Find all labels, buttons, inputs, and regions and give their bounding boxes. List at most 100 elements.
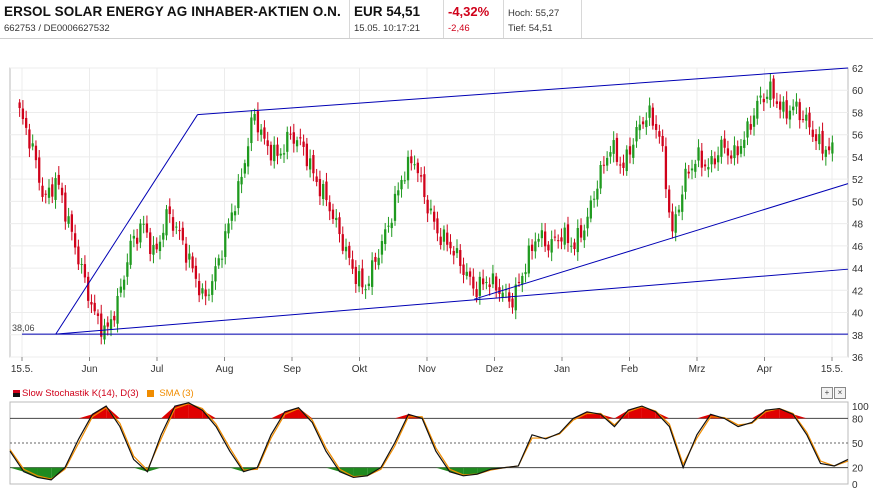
candle-body	[211, 281, 214, 295]
candle-body	[31, 143, 34, 147]
y-tick-label: 56	[852, 131, 864, 142]
candle-body	[462, 264, 465, 275]
candle-body	[736, 146, 739, 156]
candle-body	[344, 246, 348, 252]
x-tick-label: Jun	[81, 364, 97, 375]
candle-body	[677, 209, 681, 213]
candle-body	[537, 238, 540, 242]
candle-body	[481, 278, 485, 285]
candle-body	[126, 262, 129, 277]
oversold-area	[243, 467, 258, 472]
oversold-area	[10, 467, 24, 472]
candle-body	[109, 319, 113, 330]
candle-body	[821, 130, 824, 154]
candle-body	[592, 198, 596, 200]
candle-body	[413, 164, 416, 166]
stoch-y-tick-label: 80	[852, 414, 864, 425]
candle-body	[338, 217, 341, 235]
candle-body	[436, 218, 439, 234]
candle-body	[452, 250, 455, 256]
candle-body	[162, 232, 165, 240]
candle-body	[60, 187, 64, 196]
candle-body	[171, 217, 175, 231]
candle-body	[90, 302, 93, 305]
candle-body	[87, 276, 90, 301]
candle-body	[204, 289, 207, 297]
stock-name: ERSOL SOLAR ENERGY AG INHABER-AKTIEN O.N…	[4, 4, 341, 19]
candle-body	[579, 225, 583, 238]
candle-body	[511, 298, 514, 308]
candle-body	[808, 112, 811, 128]
candle-body	[681, 194, 684, 212]
price-chart[interactable]: 36 38 40 42 44 46 48 50 52 54 56 58 60 62 15.5. Jun Jul A…	[0, 38, 873, 378]
y-tick-label: 50	[852, 197, 864, 208]
candle-body	[178, 229, 181, 232]
high-low-info: Hoch: 55,27 Tief: 54,51	[504, 0, 582, 38]
change-absolute: -2,46	[448, 23, 470, 34]
candle-body	[557, 240, 560, 242]
candle-body	[34, 145, 38, 161]
candle-body	[224, 231, 227, 257]
sma-legend-label: SMA (3)	[159, 388, 194, 399]
overbought-area	[394, 414, 409, 419]
candle-body	[295, 140, 299, 147]
candle-body	[743, 139, 746, 148]
x-tick-label: Mrz	[689, 364, 706, 375]
candle-body	[599, 165, 602, 189]
candle-body	[139, 223, 142, 243]
candle-body	[64, 192, 67, 222]
y-tick-label: 42	[852, 286, 864, 297]
candle-body	[122, 279, 126, 290]
candle-body	[547, 244, 550, 251]
candle-body	[233, 211, 237, 216]
candle-body	[674, 214, 677, 233]
x-tick-label: Jan	[554, 364, 570, 375]
x-tick-label: Apr	[757, 364, 773, 375]
candle-body	[687, 171, 690, 174]
candle-body	[759, 95, 762, 98]
candle-body	[707, 167, 710, 170]
expand-icon[interactable]: +	[821, 387, 833, 399]
y-tick-label: 38	[852, 331, 864, 342]
candle-body	[658, 131, 661, 137]
candle-body	[622, 162, 625, 168]
candle-body	[831, 142, 834, 154]
sma-swatch	[147, 389, 155, 397]
overbought-area	[188, 402, 203, 419]
candle-body	[723, 138, 726, 148]
candle-body	[573, 242, 576, 250]
candle-body	[716, 155, 720, 163]
candle-body	[73, 233, 77, 248]
candle-body	[51, 184, 54, 197]
candle-body	[230, 212, 233, 221]
candle-body	[661, 135, 664, 147]
candle-body	[357, 271, 361, 287]
price-info: EUR 54,51 15.05. 10:17:21	[350, 0, 444, 38]
trend-line	[197, 67, 849, 116]
candle-body	[279, 153, 282, 156]
x-tick-label: Sep	[283, 364, 301, 375]
y-tick-label: 48	[852, 220, 864, 231]
candle-body	[113, 315, 116, 321]
candle-body	[449, 241, 452, 249]
y-tick-label: 60	[852, 86, 864, 97]
candle-body	[260, 129, 263, 135]
candle-body	[514, 284, 517, 311]
candle-body	[684, 168, 687, 192]
candle-body	[439, 236, 442, 246]
candle-body	[410, 156, 413, 164]
candle-body	[651, 107, 654, 126]
candle-body	[746, 121, 749, 138]
candle-body	[739, 146, 743, 154]
stoch-y-tick-label: 20	[852, 464, 864, 475]
candle-body	[207, 294, 211, 296]
candle-body	[553, 236, 557, 238]
quote-header: ERSOL SOLAR ENERGY AG INHABER-AKTIEN O.N…	[0, 0, 873, 39]
candle-body	[485, 282, 488, 284]
change-percent: -4,32%	[448, 4, 490, 19]
candle-body	[299, 137, 302, 139]
candle-body	[779, 101, 782, 110]
close-icon[interactable]: ×	[834, 387, 846, 399]
candle-body	[814, 134, 818, 142]
